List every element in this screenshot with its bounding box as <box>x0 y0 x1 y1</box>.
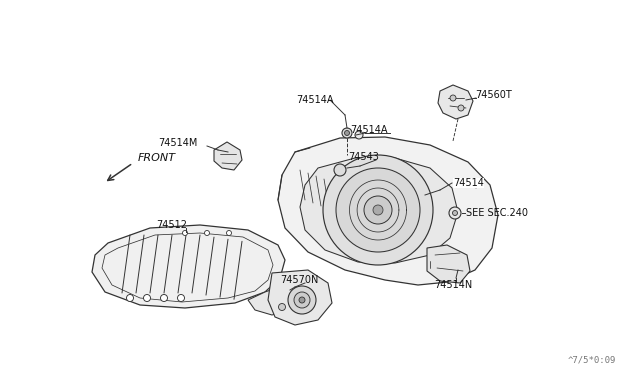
Circle shape <box>344 131 349 135</box>
Text: 74512: 74512 <box>156 220 187 230</box>
Circle shape <box>334 164 346 176</box>
Text: 7451₄: 7451₄ <box>453 178 482 188</box>
Circle shape <box>294 292 310 308</box>
Circle shape <box>373 205 383 215</box>
Text: 74543: 74543 <box>348 152 379 162</box>
Polygon shape <box>427 245 470 283</box>
Circle shape <box>161 295 168 301</box>
Polygon shape <box>248 285 295 315</box>
Text: 74560T: 74560T <box>475 90 512 100</box>
Text: 7451͉4: 7451͉4 <box>453 178 484 188</box>
Text: 74514A: 74514A <box>350 125 387 135</box>
Polygon shape <box>300 158 458 263</box>
Text: SEE SEC.240: SEE SEC.240 <box>466 208 528 218</box>
Circle shape <box>450 95 456 101</box>
Polygon shape <box>92 225 285 308</box>
Circle shape <box>205 231 209 235</box>
Circle shape <box>227 231 232 235</box>
Circle shape <box>336 168 420 252</box>
Circle shape <box>323 155 433 265</box>
Text: 74514: 74514 <box>453 178 484 188</box>
Circle shape <box>458 105 464 111</box>
Circle shape <box>177 295 184 301</box>
Polygon shape <box>438 85 473 119</box>
Circle shape <box>127 295 134 301</box>
Circle shape <box>182 231 188 235</box>
Circle shape <box>342 128 352 138</box>
Text: 74514N: 74514N <box>434 280 472 290</box>
Text: ^7/5*0:09: ^7/5*0:09 <box>568 356 616 365</box>
Text: 74514: 74514 <box>453 178 484 188</box>
Circle shape <box>355 131 363 139</box>
Circle shape <box>364 196 392 224</box>
Circle shape <box>278 304 285 311</box>
Circle shape <box>299 297 305 303</box>
Text: 74514A: 74514A <box>296 95 333 105</box>
Text: 74514M: 74514M <box>158 138 197 148</box>
Circle shape <box>452 211 458 215</box>
Text: 74570N: 74570N <box>280 275 318 285</box>
Polygon shape <box>268 270 332 325</box>
Polygon shape <box>278 137 498 285</box>
Circle shape <box>449 207 461 219</box>
Text: FRONT: FRONT <box>138 153 176 163</box>
Polygon shape <box>214 142 242 170</box>
Circle shape <box>143 295 150 301</box>
Text: 74514: 74514 <box>453 178 484 188</box>
Circle shape <box>288 286 316 314</box>
